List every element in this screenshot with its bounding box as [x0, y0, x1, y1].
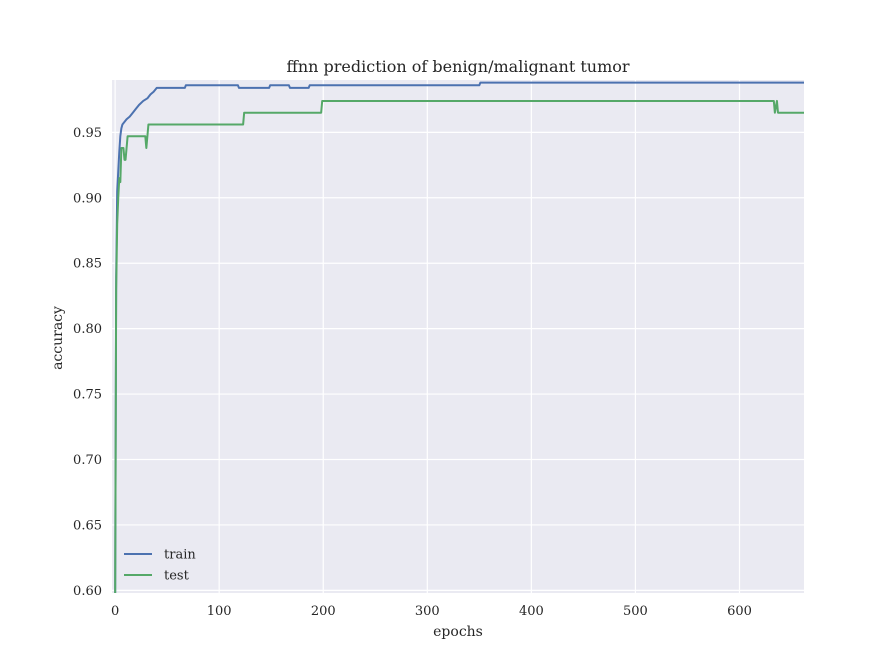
y-tick-label: 0.75 [73, 388, 102, 403]
y-tick-label: 0.70 [73, 453, 102, 468]
y-tick-label: 0.90 [73, 191, 102, 206]
series-line-train [114, 81, 804, 593]
x-tick-label: 0 [111, 604, 119, 619]
y-axis-label: accuracy [50, 306, 66, 370]
series-lines [114, 81, 804, 593]
x-tick-label: 200 [311, 604, 336, 619]
series-line-test [114, 99, 804, 593]
y-tick-label: 0.95 [73, 126, 102, 141]
chart-title: ffnn prediction of benign/malignant tumo… [286, 57, 629, 76]
legend-label-test: test [164, 569, 190, 584]
x-axis-label: epochs [433, 624, 483, 640]
x-tick-label: 300 [415, 604, 440, 619]
x-tick-label: 100 [207, 604, 232, 619]
y-tick-label: 0.80 [73, 322, 102, 337]
x-tick-label: 600 [727, 604, 752, 619]
y-tick-label: 0.65 [73, 518, 102, 533]
grid-lines [112, 80, 804, 593]
plot-area [112, 80, 804, 593]
y-tick-label: 0.60 [73, 584, 102, 599]
axis-ticks: 0 100 200 300 400 500 600 0.60 0.65 0.70 0.75 0.80 0… [73, 126, 752, 619]
x-tick-label: 400 [519, 604, 544, 619]
y-tick-label: 0.85 [73, 257, 102, 272]
legend: train test [124, 548, 196, 584]
x-tick-label: 500 [623, 604, 648, 619]
legend-label-train: train [164, 548, 196, 563]
